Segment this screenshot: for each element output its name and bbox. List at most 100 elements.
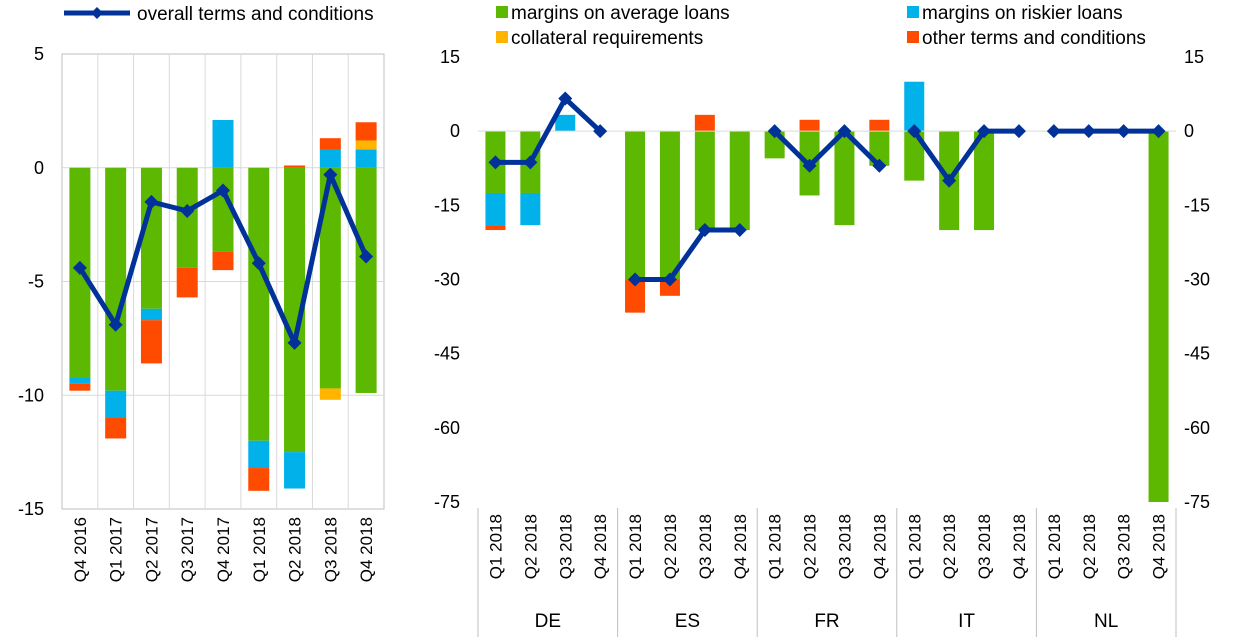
right-y-tick-label-left: -30 <box>434 270 460 290</box>
right-y-tick-label-left: -15 <box>434 195 460 215</box>
right-es-margins-avg-bar <box>694 131 715 231</box>
right-x-tick-label: Q2 2018 <box>521 514 540 579</box>
legend-other-label: other terms and conditions <box>922 28 1146 49</box>
left-other-bar <box>176 267 198 298</box>
right-overall-line-de <box>495 96 602 165</box>
right-y-tick-label-left: -45 <box>434 344 460 364</box>
right-overall-marker <box>907 124 922 139</box>
right-es-margins-avg-bar <box>625 131 646 280</box>
right-x-tick-label: Q1 2018 <box>486 514 505 579</box>
right-overall-marker <box>1116 124 1131 139</box>
right-x-tick-label: Q3 2018 <box>1115 514 1134 579</box>
left-other-bar <box>69 383 91 391</box>
right-overall-marker <box>662 272 677 287</box>
left-x-tick-label: Q1 2018 <box>250 517 269 582</box>
left-x-tick-label: Q3 2017 <box>178 517 197 582</box>
legend-margins-risk-swatch <box>907 6 919 18</box>
right-x-tick-label: Q2 2018 <box>940 514 959 579</box>
legend-item-other: other terms and conditions <box>907 28 1146 49</box>
left-margins-risk-bar <box>319 149 341 168</box>
right-de-margins-risk-bar <box>485 192 506 226</box>
left-y-tick-label: -5 <box>28 272 44 292</box>
left-margins-avg-bar <box>319 167 341 389</box>
right-overall-marker <box>523 155 538 170</box>
legend-overall-diamond-marker <box>91 7 103 19</box>
right-es-other-bar <box>659 279 680 296</box>
left-other-bar <box>140 320 162 364</box>
right-overall-marker <box>767 124 782 139</box>
right-fr-other-bar <box>869 119 890 132</box>
left-x-tick-label: Q4 2018 <box>357 517 376 582</box>
right-overall-marker <box>593 124 608 139</box>
right-it-margins-avg-bar <box>904 131 925 181</box>
right-y-tick-label-right: -75 <box>1184 492 1210 512</box>
left-margins-risk-bar <box>105 390 127 418</box>
right-overall-marker <box>628 272 643 287</box>
left-margins-avg-bar <box>248 167 270 441</box>
right-x-tick-label: Q2 2018 <box>1080 514 1099 579</box>
right-x-tick-label: Q3 2018 <box>975 514 994 579</box>
right-overall-marker <box>1046 124 1061 139</box>
left-other-bar <box>212 251 234 271</box>
right-group-label-nl: NL <box>1094 611 1118 632</box>
right-overall-marker <box>872 158 887 173</box>
right-y-tick-label-right: -45 <box>1184 344 1210 364</box>
right-es-other-bar <box>625 279 646 313</box>
right-group-label-fr: FR <box>814 611 839 632</box>
left-x-tick-label: Q2 2018 <box>286 517 305 582</box>
left-y-tick-label: 0 <box>34 158 44 178</box>
left-overall-marker <box>216 183 230 198</box>
left-other-bar <box>319 138 341 150</box>
legend-margins-avg-swatch <box>496 6 508 18</box>
right-y-tick-label-left: 0 <box>450 121 460 141</box>
right-x-tick-label: Q4 2018 <box>1150 514 1169 579</box>
left-margins-risk-bar <box>284 452 306 489</box>
left-collateral-bar <box>319 388 341 400</box>
right-overall-line-es <box>635 227 740 282</box>
right-x-tick-label: Q3 2018 <box>835 514 854 579</box>
right-y-tick-label-right: -15 <box>1184 195 1210 215</box>
legend-margins-avg-label: margins on average loans <box>511 3 730 24</box>
right-x-tick-label: Q1 2018 <box>905 514 924 579</box>
left-other-bar <box>105 418 127 439</box>
right-overall-marker <box>1081 124 1096 139</box>
right-overall-marker <box>558 91 573 106</box>
left-margins-risk-bar <box>248 440 270 469</box>
left-other-bar <box>355 122 377 141</box>
legend-other-swatch <box>907 31 919 43</box>
legend-item-overall: overall terms and conditions <box>64 4 374 25</box>
right-overall-line-it <box>912 128 1019 184</box>
right-overall-marker <box>837 124 852 139</box>
right-y-tick-label-left: -60 <box>434 418 460 438</box>
right-y-tick-label-right: -60 <box>1184 418 1210 438</box>
right-x-tick-label: Q4 2018 <box>731 514 750 579</box>
legend-collateral-swatch <box>496 31 508 43</box>
left-overall-marker <box>108 317 123 332</box>
right-de-margins-risk-bar <box>555 114 576 132</box>
right-y-tick-label-left: -75 <box>434 492 460 512</box>
left-overall-marker <box>144 194 159 209</box>
left-x-tick-label: Q2 2017 <box>142 517 161 582</box>
right-nl-margins-avg-bar <box>1148 131 1169 502</box>
right-de-margins-risk-bar <box>520 192 541 226</box>
right-y-tick-label-right: 0 <box>1184 121 1194 141</box>
left-overall-marker <box>287 335 302 350</box>
left-x-tick-label: Q1 2017 <box>107 517 126 582</box>
right-y-tick-label-right: -30 <box>1184 270 1210 290</box>
left-other-bar <box>248 468 270 491</box>
right-x-tick-label: Q4 2018 <box>1010 514 1029 579</box>
right-overall-marker <box>488 155 503 170</box>
right-x-tick-label: Q2 2018 <box>661 514 680 579</box>
right-group-label-es: ES <box>675 611 700 632</box>
right-es-margins-avg-bar <box>729 131 750 231</box>
legend-item-collateral: collateral requirements <box>496 28 703 49</box>
right-de-other-bar <box>485 225 506 231</box>
left-chart-euro-area: 5 0 -5 -10 -15 Q4 2016 Q1 2017 Q2 2017 Q3 2017 Q4… <box>18 44 385 582</box>
left-x-tick-label: Q4 2016 <box>71 517 90 582</box>
left-overall-marker <box>323 167 338 182</box>
left-margins-avg-bar <box>140 167 162 309</box>
right-group-label-de: DE <box>535 611 561 632</box>
right-overall-marker <box>977 124 992 139</box>
legend-margins-risk-label: margins on riskier loans <box>922 3 1123 24</box>
